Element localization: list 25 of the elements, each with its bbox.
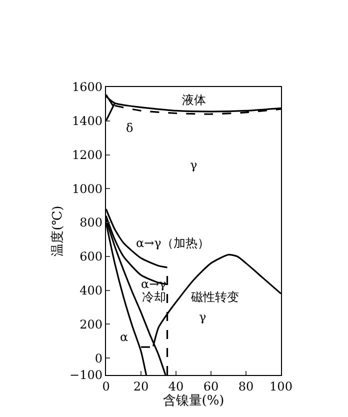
y-tick-label: 400	[80, 283, 102, 298]
y-tick-label: 1200	[72, 148, 102, 162]
y-tick-label: 800	[80, 216, 102, 230]
annotation: γ	[199, 310, 206, 324]
x-tick-label: 40	[168, 380, 184, 394]
x-tick-label: 100	[270, 380, 292, 394]
x-tick-label: 20	[133, 380, 149, 394]
y-tick-label: 200	[80, 317, 102, 332]
annotation: 冷却	[142, 290, 166, 304]
annotation: γ	[190, 158, 198, 172]
x-tick-label: 60	[203, 380, 219, 394]
y-axis-title: 温度(℃)	[49, 206, 66, 256]
y-tick-label: 1000	[72, 182, 102, 196]
annotation: α→γ（加热）	[136, 236, 210, 250]
y-tick-label: 1600	[72, 80, 102, 94]
annotation: 液体	[182, 93, 206, 107]
y-tick-label: 600	[80, 250, 102, 264]
x-tick-label: 80	[238, 380, 254, 394]
x-axis-title: 含镍量(%)	[162, 394, 224, 408]
annotation: δ	[126, 121, 134, 135]
annotation: α	[120, 330, 128, 344]
y-tick-label: 1400	[72, 114, 102, 128]
y-tick-label: −100	[70, 368, 102, 382]
annotation: 磁性转变	[190, 290, 239, 304]
y-tick-label: 0	[94, 351, 102, 366]
